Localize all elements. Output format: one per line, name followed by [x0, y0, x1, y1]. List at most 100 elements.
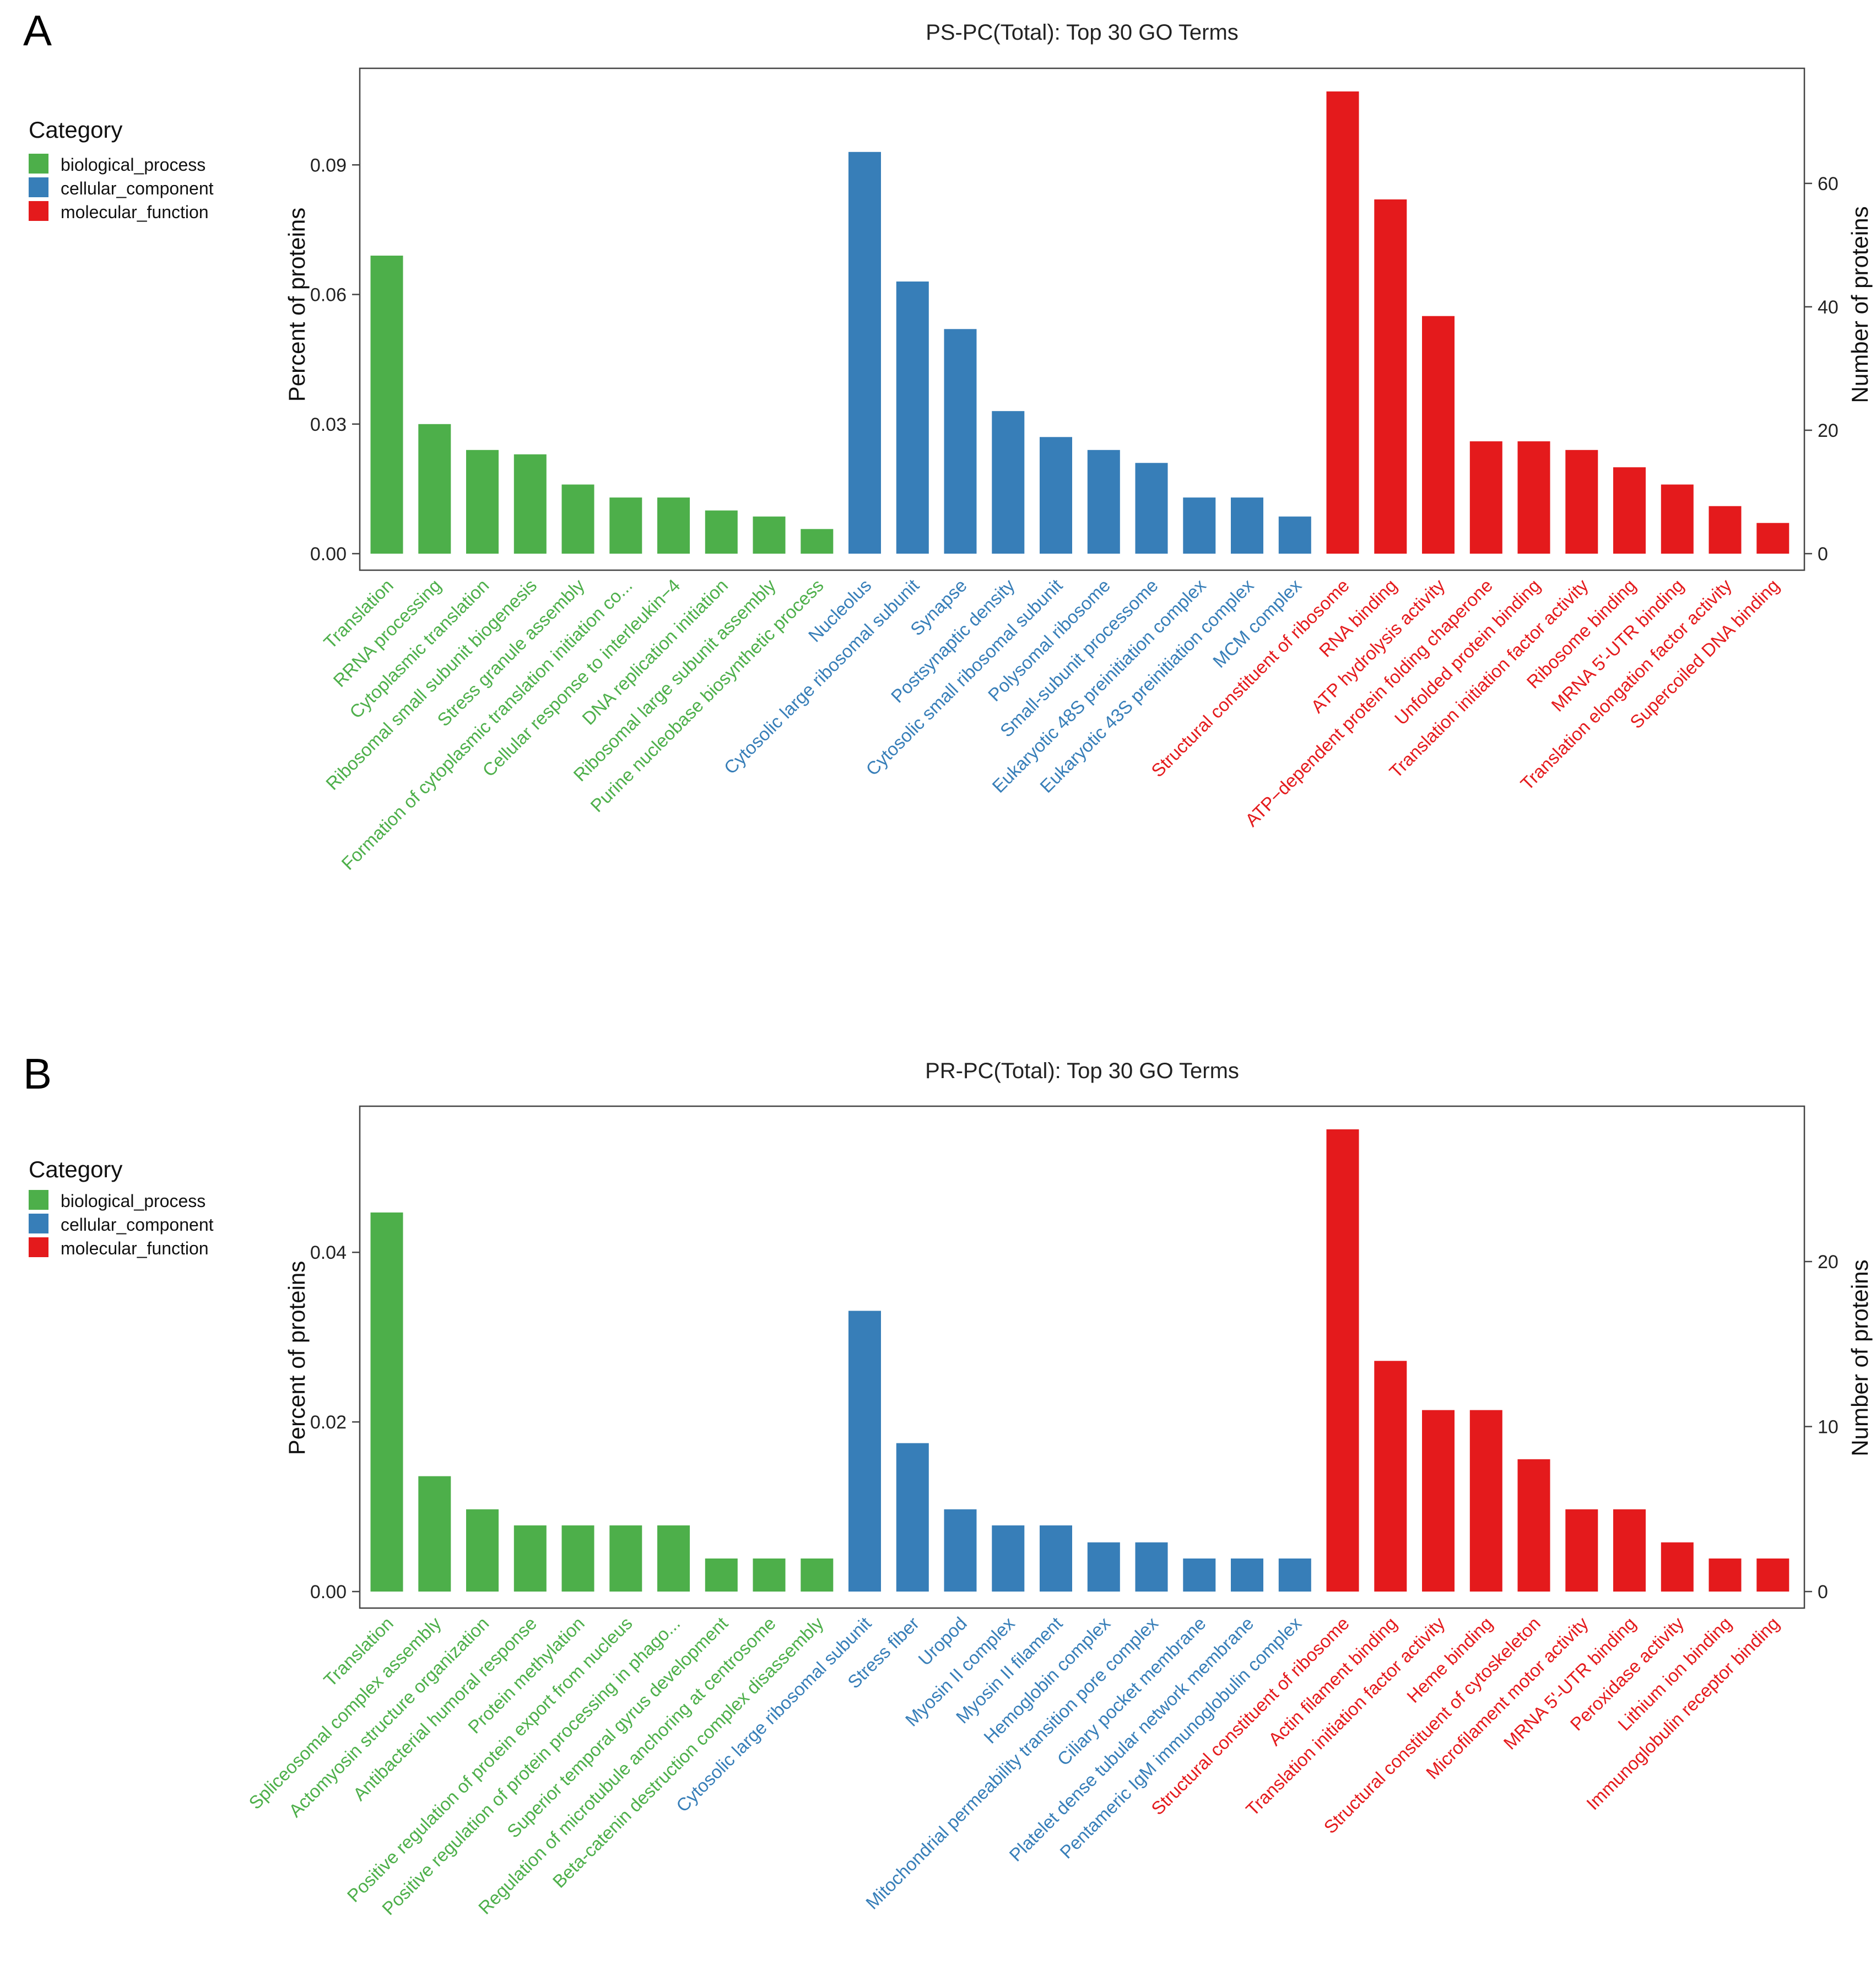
y2-tick-label-a-2: 40 [1818, 297, 1839, 318]
x-label-b-superior-temporal-gyrus-development: Superior temporal gyrus development [503, 1613, 732, 1842]
y2-tick-label-a-3: 60 [1818, 174, 1839, 194]
legend-label-biological-process-b: biological_process [61, 1191, 206, 1211]
legend-title-a: Category [29, 117, 122, 143]
bar-b-translation-initiation-factor-activity [1422, 1410, 1455, 1592]
bar-a-stress-granule-assembly [561, 484, 594, 554]
y-tick-label-a-0: 0.00 [310, 544, 347, 565]
bar-b-positive-regulation-of-protein-processing-in-phago [657, 1525, 690, 1592]
bar-a-ribosomal-small-subunit-biogenesis [513, 454, 547, 554]
bar-b-stress-fiber [896, 1443, 929, 1592]
y-tick-label-a-3: 0.09 [310, 155, 347, 176]
y2-axis-title-a: Number of proteins [1847, 206, 1873, 403]
bars-a [370, 91, 1790, 554]
legend-label-cellular-component-a: cellular_component [61, 178, 214, 198]
bar-b-mitochondrial-permeability-transition-pore-complex [1135, 1542, 1168, 1592]
x-label-b-spliceosomal-complex-assembly: Spliceosomal complex assembly [245, 1612, 445, 1813]
panel-a: A PS-PC(Total): Top 30 GO Terms Category… [23, 6, 1873, 874]
y-ticks-a: 0.00 0.03 0.06 0.09 [310, 155, 360, 565]
bar-b-structural-constituent-of-ribosome [1326, 1129, 1359, 1592]
bar-a-cellular-response-to-interleukin-4 [657, 497, 690, 554]
bar-a-nucleolus [848, 151, 881, 554]
y-tick-label-b-2: 0.04 [310, 1242, 347, 1263]
bar-b-antibacterial-humoral-response [513, 1525, 547, 1592]
bar-b-protein-methylation [561, 1525, 594, 1592]
y2-tick-label-a-1: 20 [1818, 420, 1839, 441]
bar-a-rrna-processing [418, 424, 451, 554]
bar-b-positive-regulation-of-protein-export-from-nucleus [609, 1525, 642, 1592]
bar-b-spliceosomal-complex-assembly [418, 1476, 451, 1592]
bar-b-lithium-ion-binding [1709, 1559, 1742, 1592]
legend-label-molecular-function-a: molecular_function [61, 202, 209, 222]
legend-swatch-cellular-component-b [29, 1214, 48, 1233]
bar-b-regulation-of-microtubule-anchoring-at-centrosome [753, 1559, 786, 1592]
bar-b-actomyosin-structure-organization [466, 1509, 499, 1592]
chart-title-b: PR-PC(Total): Top 30 GO Terms [925, 1059, 1239, 1083]
panel-letter-a: A [23, 6, 52, 55]
y-tick-label-b-1: 0.02 [310, 1412, 347, 1433]
bar-a-cytoplasmic-translation [466, 450, 499, 554]
bar-a-polysomal-ribosome [1087, 450, 1120, 554]
bar-b-pentameric-igm-immunoglobulin-complex [1278, 1559, 1311, 1592]
bar-a-unfolded-protein-binding [1517, 441, 1550, 554]
bar-a-translation-initiation-factor-activity [1565, 450, 1598, 554]
bar-b-mrna-5-utr-binding [1613, 1509, 1646, 1592]
legend-swatch-cellular-component-a [29, 177, 48, 197]
bar-a-supercoiled-dna-binding [1756, 523, 1790, 554]
panel-b: B PR-PC(Total): Top 30 GO Terms Category… [23, 1049, 1873, 1919]
bar-b-structural-constituent-of-cytoskeleton [1517, 1459, 1550, 1592]
bar-a-postsynaptic-density [992, 411, 1025, 554]
y-tick-label-a-2: 0.06 [310, 285, 347, 306]
bar-b-platelet-dense-tubular-network-membrane [1231, 1559, 1263, 1592]
bar-a-rna-binding [1374, 199, 1407, 554]
bar-a-cytosolic-small-ribosomal-subunit [1040, 437, 1072, 554]
bar-b-microfilament-motor-activity [1565, 1509, 1598, 1592]
bar-a-translation [370, 256, 403, 554]
bar-a-atp-hydrolysis-activity [1422, 316, 1455, 554]
plot-frame-a [359, 67, 1805, 571]
legend-swatch-molecular-function-a [29, 201, 48, 221]
bar-a-ribosomal-large-subunit-assembly [753, 516, 786, 554]
bar-a-small-subunit-processome [1135, 463, 1168, 554]
bar-a-translation-elongation-factor-activity [1709, 506, 1742, 554]
bar-b-hemoglobin-complex [1087, 1542, 1120, 1592]
bar-a-eukaryotic-43s-preinitiation-complex [1231, 497, 1263, 554]
bar-b-peroxidase-activity [1661, 1542, 1694, 1592]
y2-ticks-a: 0 20 40 60 [1804, 174, 1839, 565]
bar-b-translation [370, 1212, 403, 1592]
bar-b-uropod [944, 1509, 977, 1592]
bar-a-mrna-5-utr-binding [1661, 484, 1694, 554]
bar-a-eukaryotic-48s-preinitiation-complex [1183, 497, 1216, 554]
legend-b: Category biological_process cellular_com… [29, 1156, 214, 1258]
panel-letter-b: B [23, 1049, 52, 1098]
bar-b-immunoglobulin-receptor-binding [1756, 1559, 1790, 1592]
bar-b-myosin-ii-filament [1040, 1525, 1072, 1592]
bar-b-heme-binding [1469, 1410, 1502, 1592]
bar-b-actin-filament-binding [1374, 1361, 1407, 1592]
y2-tick-label-b-0: 0 [1818, 1582, 1828, 1603]
y-tick-label-a-1: 0.03 [310, 414, 347, 435]
bar-b-ciliary-pocket-membrane [1183, 1559, 1216, 1592]
bar-a-structural-constituent-of-ribosome [1326, 91, 1359, 554]
bar-a-cytosolic-large-ribosomal-subunit [896, 282, 929, 554]
bars-b [370, 1129, 1790, 1592]
bar-a-formation-of-cytoplasmic-translation-initiation-co [609, 497, 642, 554]
legend-title-b: Category [29, 1156, 122, 1182]
legend-label-cellular-component-b: cellular_component [61, 1215, 214, 1235]
bar-a-ribosome-binding [1613, 467, 1646, 554]
y2-ticks-b: 0 10 20 [1804, 1252, 1839, 1603]
bar-a-dna-replication-initiation [705, 510, 738, 554]
legend-a: Category biological_process cellular_com… [29, 117, 214, 222]
legend-label-molecular-function-b: molecular_function [61, 1238, 209, 1258]
legend-swatch-biological-process-b [29, 1190, 48, 1210]
bar-a-mcm-complex [1278, 516, 1311, 554]
bar-b-myosin-ii-complex [992, 1525, 1025, 1592]
legend-label-biological-process-a: biological_process [61, 155, 206, 175]
bar-b-beta-catenin-destruction-complex-disassembly [801, 1559, 834, 1592]
y-ticks-b: 0.00 0.02 0.04 [310, 1242, 360, 1603]
bar-a-atp-dependent-protein-folding-chaperone [1469, 441, 1502, 554]
y2-tick-label-b-1: 10 [1818, 1416, 1839, 1437]
legend-swatch-molecular-function-b [29, 1237, 48, 1257]
